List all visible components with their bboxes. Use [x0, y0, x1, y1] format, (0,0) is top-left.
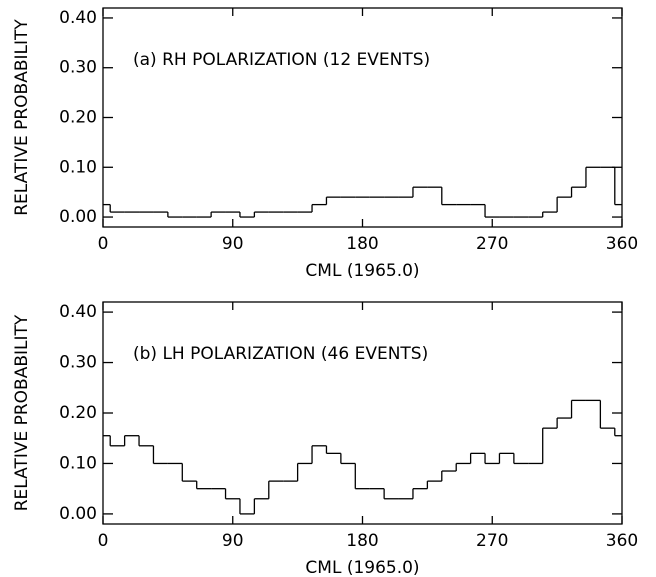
x-tick-label: 180: [346, 531, 378, 551]
y-tick-label: 0.40: [59, 8, 97, 28]
x-tick-label: 180: [346, 234, 378, 254]
x-tick-label: 270: [476, 234, 508, 254]
x-axis-label: CML (1965.0): [305, 261, 419, 281]
y-tick-label: 0.20: [59, 403, 97, 423]
y-tick-label: 0.30: [59, 353, 97, 373]
y-axis-label: RELATIVE PROBABILITY: [12, 19, 32, 216]
y-tick-label: 0.10: [59, 157, 97, 177]
plot-frame: [102, 301, 623, 525]
annotation: (b) LH POLARIZATION (46 EVENTS): [133, 344, 428, 364]
y-tick-label: 0.20: [59, 108, 97, 128]
y-tick-label: 0.00: [59, 504, 97, 524]
x-tick-label: 360: [606, 531, 638, 551]
x-tick-label: 90: [222, 531, 244, 551]
x-tick-label: 0: [98, 531, 109, 551]
y-tick-label: 0.10: [59, 453, 97, 473]
x-tick-label: 0: [98, 234, 109, 254]
x-tick-label: 270: [476, 531, 508, 551]
x-tick-label: 90: [222, 234, 244, 254]
plot-frame: [102, 7, 623, 228]
x-axis-label: CML (1965.0): [305, 558, 419, 577]
y-axis-label: RELATIVE PROBABILITY: [12, 314, 32, 511]
y-tick-label: 0.00: [59, 207, 97, 227]
y-tick-label: 0.30: [59, 58, 97, 78]
y-tick-label: 0.40: [59, 302, 97, 322]
x-tick-label: 360: [606, 234, 638, 254]
annotation: (a) RH POLARIZATION (12 EVENTS): [133, 50, 430, 70]
